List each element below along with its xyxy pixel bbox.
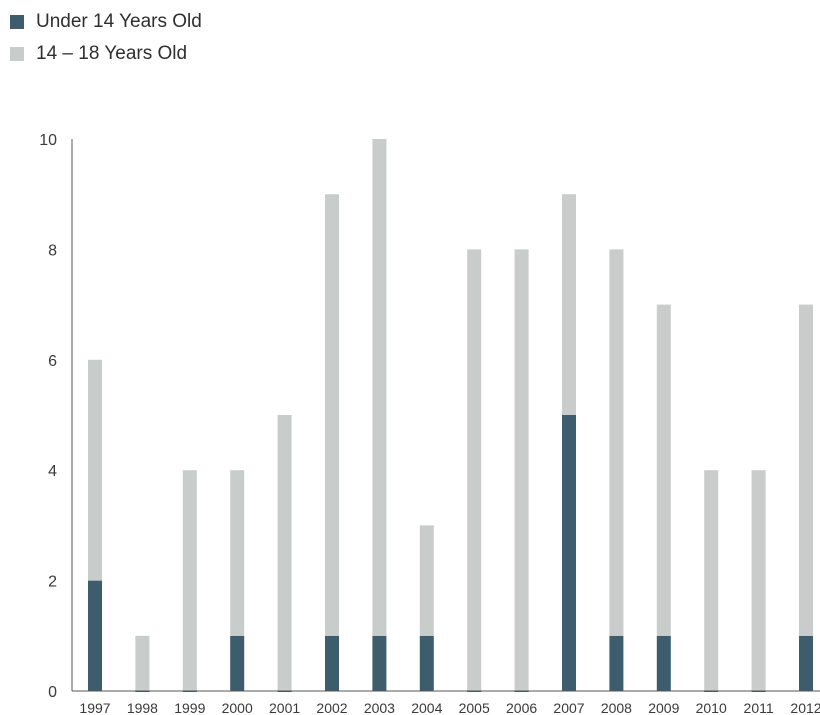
bar-segment-under-14-2009: [656, 635, 671, 691]
legend-label-14-18: 14 – 18 Years Old: [36, 43, 188, 64]
x-tick-label-2007: 2007: [553, 700, 584, 715]
y-tick-label: 0: [48, 684, 57, 701]
bar-segment-14-18-2007: [562, 194, 576, 415]
x-tick-label-2003: 2003: [364, 700, 395, 715]
y-tick-label: 4: [48, 463, 57, 480]
bar-segment-14-18-1998: [135, 635, 150, 691]
bar-segment-14-18-2009: [656, 304, 671, 636]
x-tick-label-2002: 2002: [316, 700, 347, 715]
x-tick-label-2010: 2010: [696, 700, 727, 715]
x-tick-label-1997: 1997: [79, 700, 110, 715]
bar-segment-under-14-2004: [419, 635, 434, 691]
x-tick-label-2000: 2000: [222, 700, 253, 715]
bar-segment-14-18-2000: [230, 470, 245, 636]
bar-segment-14-18-2002: [325, 194, 339, 636]
x-tick-label-2006: 2006: [506, 700, 537, 715]
y-tick-label: 10: [39, 132, 57, 149]
bar-segment-14-18-2003: [372, 139, 387, 636]
x-tick-label-2001: 2001: [269, 700, 300, 715]
legend-item-under-14: Under 14 Years Old: [10, 6, 202, 38]
x-tick-label-2008: 2008: [601, 700, 632, 715]
legend-label-under-14: Under 14 Years Old: [36, 11, 202, 32]
y-tick-label: 8: [48, 242, 57, 259]
bar-segment-14-18-2012: [799, 304, 813, 636]
bar-segment-under-14-2003: [372, 635, 387, 691]
legend-swatch-14-18: [10, 47, 24, 61]
x-tick-label-2011: 2011: [744, 700, 774, 715]
bar-segment-14-18-2005: [467, 249, 482, 691]
x-tick-label-2004: 2004: [411, 700, 442, 715]
bar-segment-under-14-2000: [230, 635, 245, 691]
legend-item-14-18: 14 – 18 Years Old: [10, 38, 202, 70]
x-tick-label-1998: 1998: [127, 700, 158, 715]
bar-segment-14-18-2004: [419, 525, 434, 636]
bar-segment-14-18-2008: [609, 249, 624, 636]
x-tick-label-1999: 1999: [174, 700, 205, 715]
x-tick-label-2005: 2005: [459, 700, 490, 715]
x-axis-ticks: 1997 1998 1999 2000 2001 2002 2003 2004 2005 2006…: [79, 700, 820, 715]
bar-segment-under-14-2002: [325, 635, 339, 691]
x-tick-label-2012: 2012: [790, 700, 820, 715]
legend: Under 14 Years Old 14 – 18 Years Old: [10, 6, 202, 70]
bar-segment-14-18-2006: [514, 249, 529, 691]
x-tick-label-2009: 2009: [648, 700, 679, 715]
bar-segment-14-18-2010: [704, 470, 719, 691]
bar-segment-under-14-2007: [562, 415, 576, 691]
bar-segment-14-18-2011: [751, 470, 766, 691]
y-axis-ticks: 0 2 4 6 8 10: [39, 132, 57, 701]
bar-segment-14-18-1997: [88, 359, 102, 581]
bar-segment-under-14-2008: [609, 635, 624, 691]
bar-segment-14-18-1999: [182, 470, 197, 691]
y-tick-label: 6: [48, 353, 57, 370]
y-tick-label: 2: [48, 574, 57, 591]
bars-group: [88, 139, 813, 692]
bar-segment-under-14-1997: [88, 580, 102, 691]
bar-segment-14-18-2001: [277, 415, 292, 691]
bar-segment-under-14-2012: [799, 635, 813, 691]
legend-swatch-under-14: [10, 15, 24, 29]
